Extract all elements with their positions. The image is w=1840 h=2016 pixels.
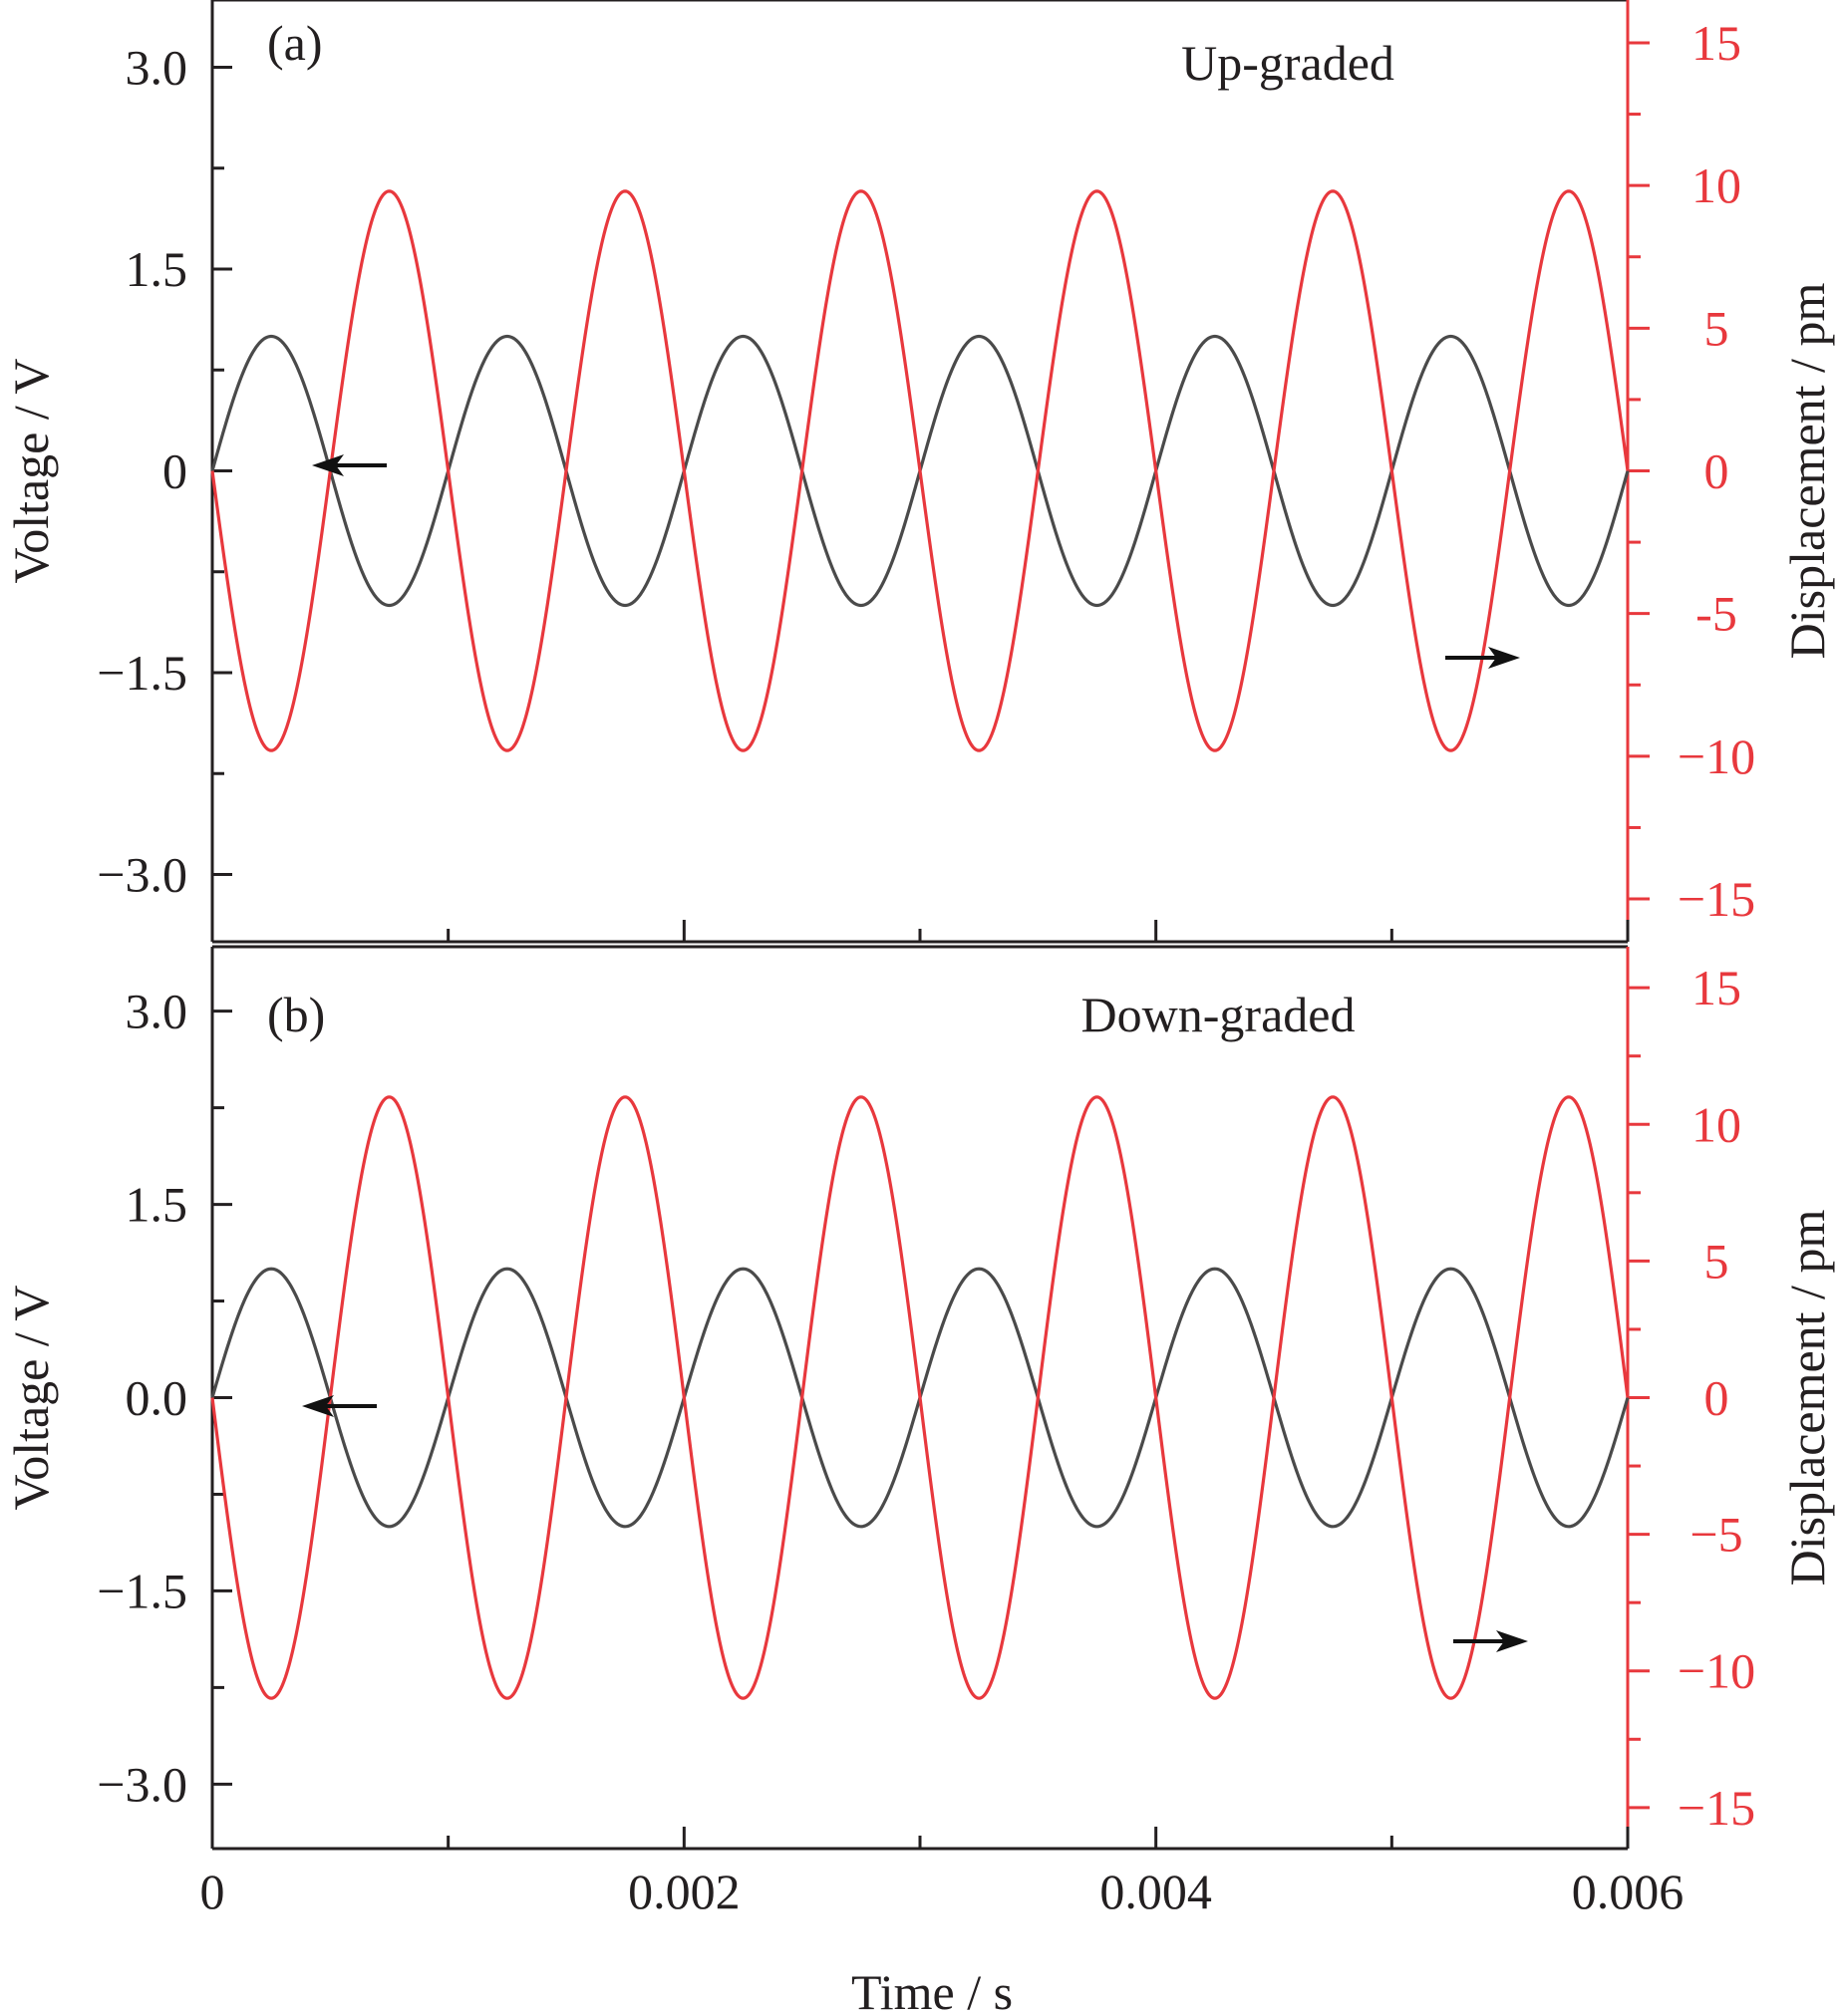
y-left-tick-label: −1.5 [97,1563,187,1618]
x-tick-label: 0.002 [628,1864,741,1919]
x-tick-label: 0.006 [1572,1864,1685,1919]
y-left-tick-label: 3.0 [126,40,188,96]
y-left-tick-label: 0.0 [126,1370,188,1426]
y-left-tick-label: 0 [162,443,187,499]
y-right-tick-label: −15 [1678,1780,1755,1836]
arrow-right-head [1488,647,1520,669]
y-right-tick-label: -5 [1695,586,1737,642]
x-axis-title: Time / s [851,1964,1013,2016]
y-left-tick-label: 3.0 [126,984,188,1039]
y-left-tick-label: −1.5 [97,645,187,701]
y-right-tick-label: 10 [1691,157,1741,213]
y-left-tick-label: 1.5 [126,241,188,297]
panel-caption: Up-graded [1181,35,1394,91]
displacement-line [210,1095,1630,1700]
y-right-tick-label: −10 [1678,728,1755,784]
y-left-axis-title: Voltage / V [3,1286,59,1511]
x-tick-label: 0 [200,1864,225,1919]
y-right-tick-label: −15 [1678,871,1755,927]
panel-b: 3.0 1.5 0.0 −1.5 −3.0 15 10 5 0 −5 −10 −15 Voltage /… [3,945,1835,1919]
panel-caption: Down-graded [1081,987,1356,1042]
y-right-axis-title: Displacement / pm [1779,1210,1835,1586]
y-right-tick-label: −5 [1689,1507,1742,1563]
y-right-tick-label: 0 [1704,443,1729,499]
y-right-tick-label: 15 [1691,15,1741,71]
y-left-tick-label: −3.0 [97,847,187,903]
y-right-tick-label: −10 [1678,1643,1755,1699]
y-right-tick-label: 5 [1704,1233,1729,1289]
panel-label: (a) [267,15,323,71]
y-left-tick-label: −3.0 [97,1756,187,1812]
y-right-tick-label: 5 [1704,300,1729,356]
y-right-axis-title: Displacement / pm [1779,283,1835,660]
panel-a: 3.0 1.5 0 −1.5 −3.0 15 10 5 0 -5 −10 −15 Voltage / V… [3,0,1835,944]
arrow-left-head [302,1395,334,1417]
arrow-left-head [312,454,344,476]
panel-label: (b) [267,987,325,1042]
x-tick-label: 0.004 [1099,1864,1212,1919]
y-left-axis-title: Voltage / V [3,359,59,584]
y-left-tick-label: 1.5 [126,1177,188,1233]
displacement-line [210,189,1630,752]
arrow-right-head [1496,1630,1528,1652]
y-right-tick-label: 0 [1704,1370,1729,1426]
y-right-tick-label: 15 [1691,960,1741,1015]
y-right-tick-label: 10 [1691,1096,1741,1152]
